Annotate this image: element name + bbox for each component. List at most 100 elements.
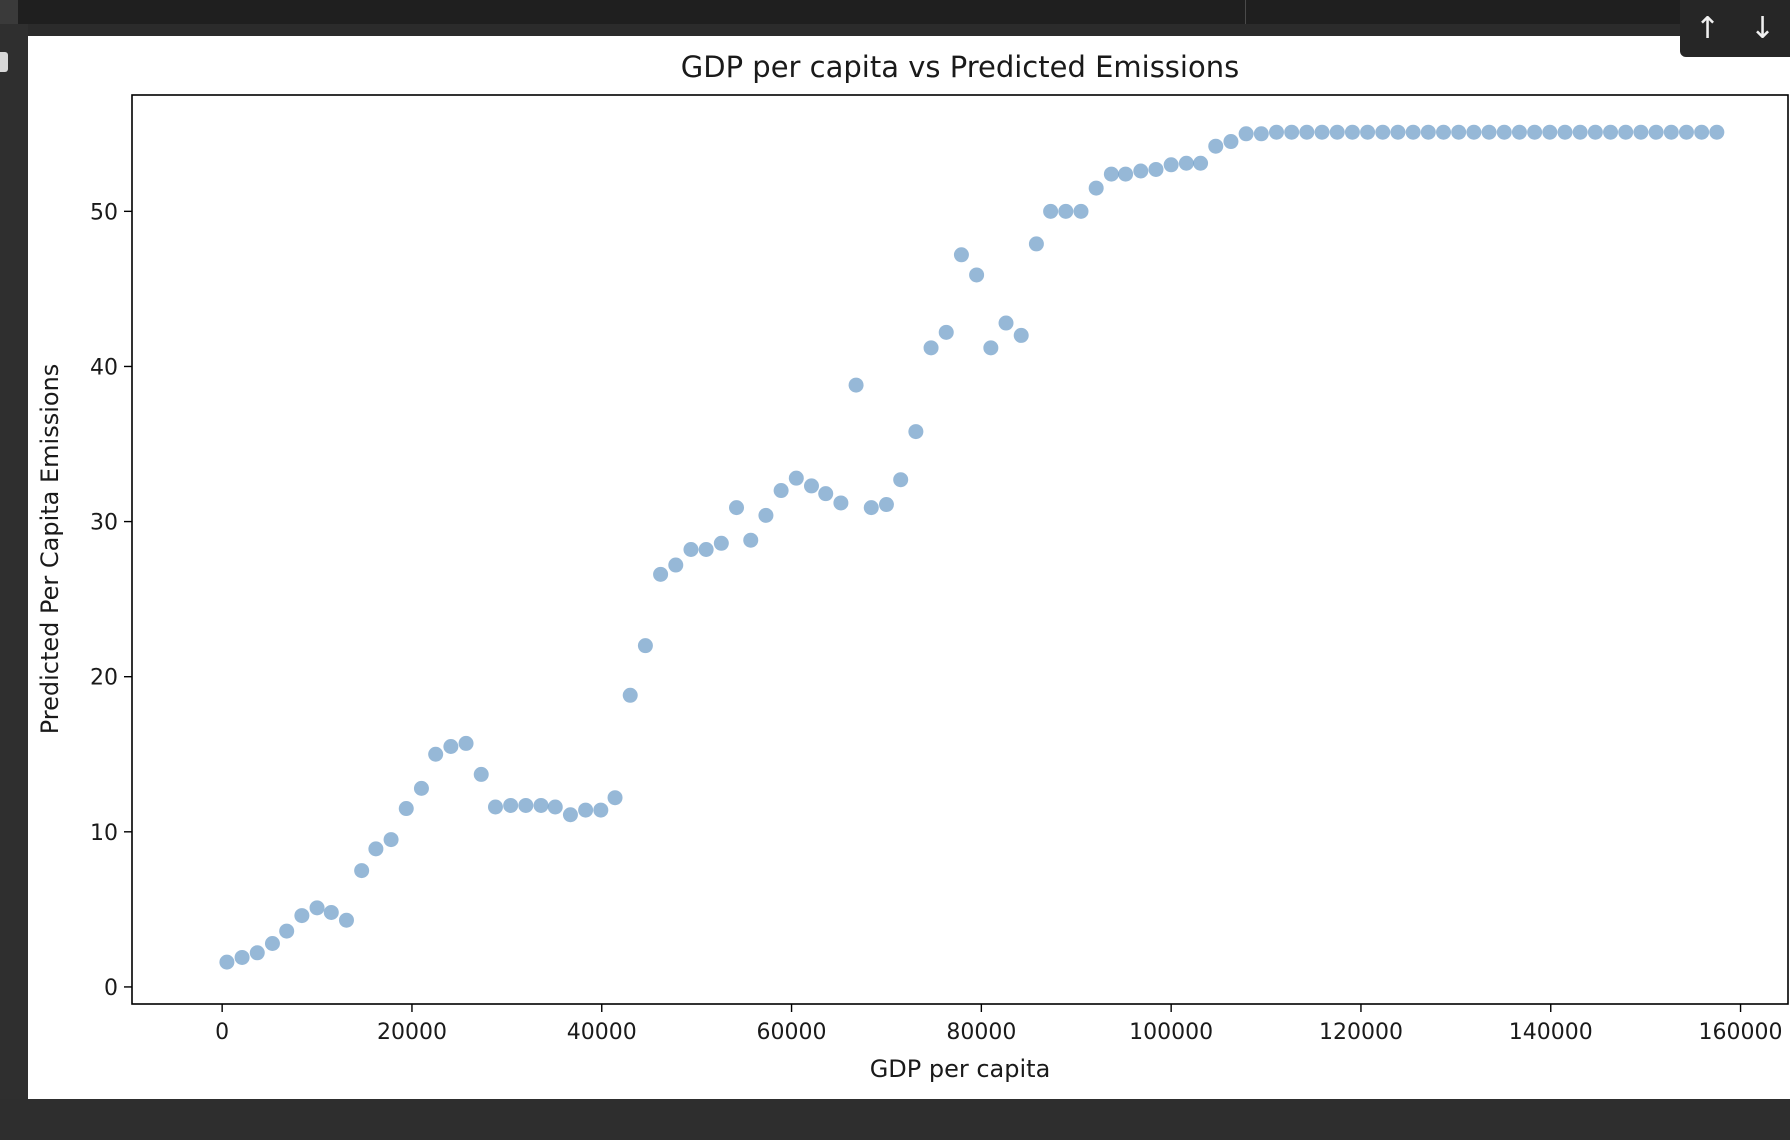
data-point <box>234 949 250 965</box>
y-tick-label: 30 <box>90 511 118 536</box>
data-point <box>788 470 804 486</box>
data-point <box>354 863 370 879</box>
data-point <box>713 535 729 551</box>
data-point <box>1223 134 1239 150</box>
data-point <box>249 945 265 961</box>
data-point <box>848 377 864 393</box>
x-tick-label: 40000 <box>567 1020 637 1045</box>
x-tick-label: 100000 <box>1129 1020 1213 1045</box>
data-point <box>458 735 474 751</box>
data-point <box>622 687 638 703</box>
data-point <box>1648 124 1664 140</box>
data-point <box>518 797 534 813</box>
data-point <box>1344 124 1360 140</box>
data-point <box>547 799 563 815</box>
data-point <box>863 500 879 516</box>
y-tick-label: 20 <box>90 666 118 691</box>
data-point <box>908 424 924 440</box>
data-point <box>803 478 819 494</box>
x-tick-label: 60000 <box>757 1020 827 1045</box>
y-axis: 0 10 20 30 40 50 <box>90 200 132 1001</box>
data-point <box>1148 161 1164 177</box>
data-point <box>983 340 999 356</box>
plot-area <box>131 94 1789 1005</box>
data-point <box>1466 124 1482 140</box>
y-tick-label: 40 <box>90 355 118 380</box>
data-point <box>743 532 759 548</box>
y-tick-label: 0 <box>104 976 118 1001</box>
data-point <box>1178 155 1194 171</box>
data-point <box>1103 166 1119 182</box>
data-point <box>323 904 339 920</box>
data-point <box>443 739 459 755</box>
data-point <box>668 557 684 573</box>
y-axis-label: Predicted Per Capita Emissions <box>36 364 64 735</box>
data-point <box>758 507 774 523</box>
data-point <box>1118 166 1134 182</box>
data-point <box>637 638 653 654</box>
data-point <box>1405 124 1421 140</box>
data-point <box>1694 124 1710 140</box>
data-point <box>338 912 354 928</box>
data-point <box>398 801 414 817</box>
data-point <box>1284 124 1300 140</box>
data-point <box>1238 126 1254 142</box>
data-point <box>473 766 489 782</box>
data-point <box>1709 124 1725 140</box>
data-point <box>1360 124 1376 140</box>
data-point <box>1268 124 1284 140</box>
top-bar-handle <box>0 0 18 24</box>
data-point <box>533 797 549 813</box>
x-axis: 0 20000 40000 60000 80000 100000 120000 140000 1… <box>215 1004 1783 1045</box>
data-point <box>1633 124 1649 140</box>
data-points <box>219 124 1725 970</box>
data-point <box>413 780 429 796</box>
data-point <box>1587 124 1603 140</box>
top-bar-divider <box>1245 0 1246 24</box>
data-point <box>1043 203 1059 219</box>
data-point <box>1073 203 1089 219</box>
data-point <box>1390 124 1406 140</box>
arrow-up-icon[interactable]: ↑ <box>1694 11 1721 46</box>
chart-title: GDP per capita vs Predicted Emissions <box>681 50 1239 84</box>
data-point <box>1496 124 1512 140</box>
data-point <box>1527 124 1543 140</box>
data-point <box>923 340 939 356</box>
arrow-down-icon[interactable]: ↓ <box>1749 11 1776 46</box>
cell-output: GDP per capita vs Predicted Emissions 0 2… <box>28 36 1790 1099</box>
data-point <box>938 324 954 340</box>
cell-gutter <box>0 24 28 1099</box>
data-point <box>1163 157 1179 173</box>
data-point <box>1603 124 1619 140</box>
data-point <box>1088 180 1104 196</box>
data-point <box>1663 124 1679 140</box>
cell-toolbar: ↑ ↓ <box>1680 0 1790 57</box>
x-tick-label: 120000 <box>1319 1020 1403 1045</box>
cell-collapse-handle[interactable] <box>0 52 8 72</box>
data-point <box>219 954 235 970</box>
data-point <box>264 936 280 952</box>
data-point <box>698 542 714 557</box>
data-point <box>1557 124 1573 140</box>
data-point <box>1542 124 1558 140</box>
data-point <box>1420 124 1436 140</box>
data-point <box>1193 155 1209 171</box>
data-point <box>1329 124 1345 140</box>
y-tick-label: 10 <box>90 821 118 846</box>
data-point <box>1511 124 1527 140</box>
top-bar <box>0 0 1790 24</box>
data-point <box>1618 124 1634 140</box>
data-point <box>562 807 578 823</box>
data-point <box>1375 124 1391 140</box>
data-point <box>773 483 789 499</box>
data-point <box>878 497 894 513</box>
data-point <box>969 267 985 283</box>
data-point <box>503 797 519 813</box>
x-tick-label: 20000 <box>377 1020 447 1045</box>
data-point <box>1299 124 1315 140</box>
x-tick-label: 80000 <box>946 1020 1016 1045</box>
data-point <box>368 841 384 857</box>
data-point <box>1481 124 1497 140</box>
data-point <box>1678 124 1694 140</box>
data-point <box>309 900 325 916</box>
